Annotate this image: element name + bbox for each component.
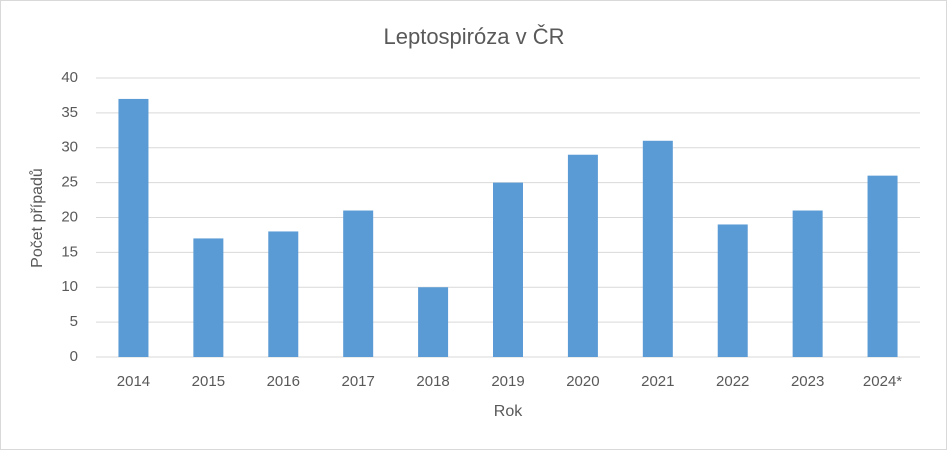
x-tick-label: 2016 — [267, 373, 300, 390]
x-axis-label: Rok — [494, 403, 523, 420]
x-tick-label: 2022 — [716, 373, 749, 390]
y-tick-label: 20 — [61, 208, 78, 225]
bar — [792, 210, 823, 357]
x-tick-label: 2017 — [341, 373, 374, 390]
x-tick-label: 2020 — [566, 373, 599, 390]
bar — [642, 140, 673, 357]
bar — [567, 154, 598, 357]
bar — [717, 224, 748, 357]
y-axis-label: Počet případů — [28, 168, 46, 268]
y-tick-label: 5 — [70, 313, 78, 330]
x-tick-label: 2015 — [192, 373, 225, 390]
y-tick-label: 25 — [61, 174, 78, 191]
x-tick-label: 2014 — [117, 373, 150, 390]
bar — [493, 182, 523, 357]
bar — [268, 231, 299, 357]
bar — [118, 98, 149, 358]
x-tick-label: 2024* — [863, 373, 902, 390]
y-tick-label: 10 — [61, 278, 78, 295]
bar — [343, 210, 374, 357]
x-tick-label: 2021 — [641, 373, 674, 390]
bar — [418, 287, 449, 357]
chart-title: Leptospiróza v ČR — [384, 24, 565, 49]
y-tick-label: 0 — [70, 348, 78, 365]
y-tick-label: 40 — [61, 69, 78, 86]
y-tick-label: 15 — [61, 243, 78, 260]
y-tick-label: 35 — [61, 104, 78, 121]
bar — [193, 238, 224, 357]
x-tick-label: 2019 — [491, 373, 524, 390]
x-tick-label: 2023 — [791, 373, 824, 390]
bar — [867, 175, 898, 357]
x-tick-label: 2018 — [416, 373, 449, 390]
y-tick-label: 30 — [61, 139, 78, 156]
